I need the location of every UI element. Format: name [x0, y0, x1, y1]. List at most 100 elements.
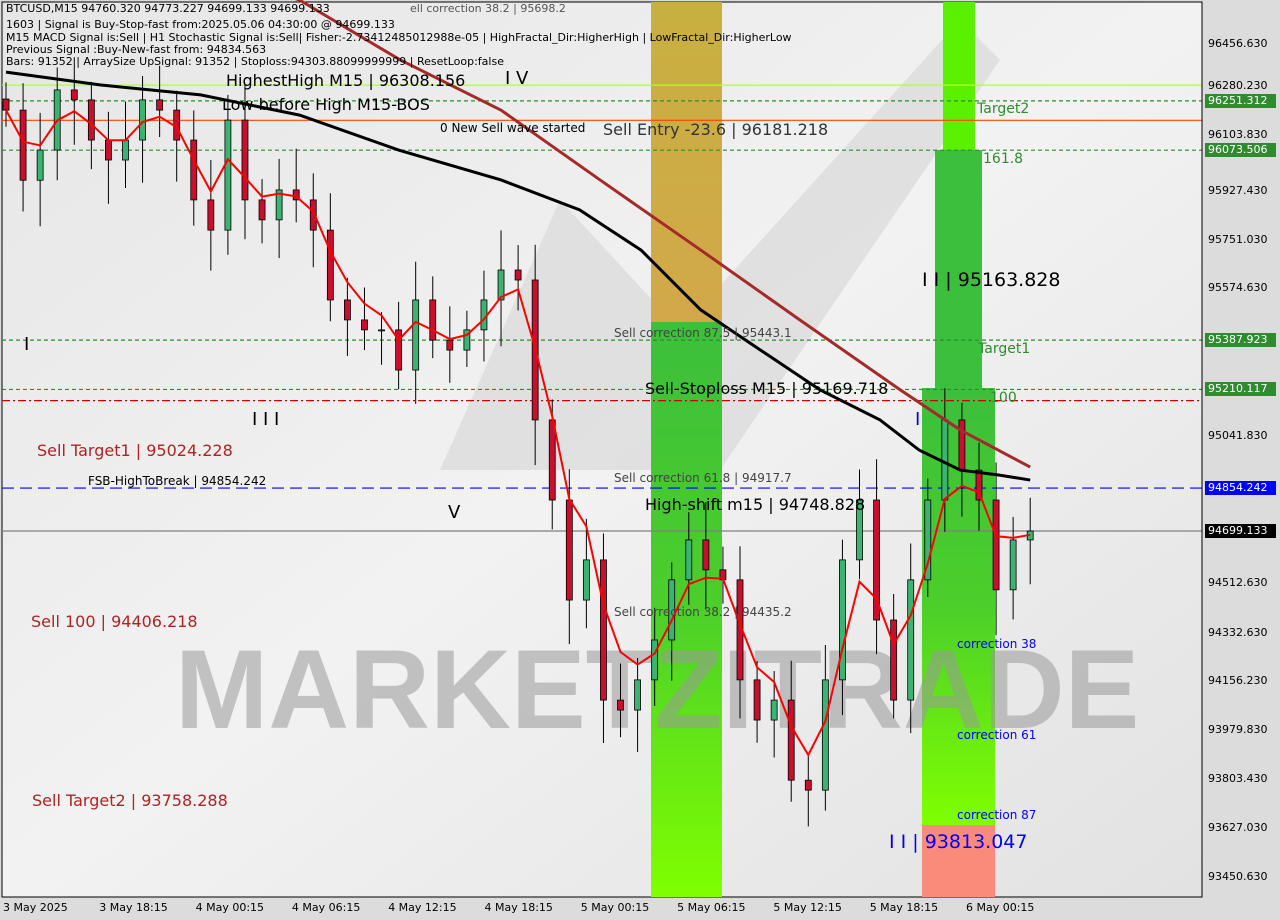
label-target1: Target1	[978, 341, 1031, 357]
candle-body	[634, 679, 641, 711]
price-tick: 94156.230	[1208, 674, 1268, 688]
candle-body	[753, 679, 761, 721]
price-tag: 94854.242	[1205, 481, 1276, 496]
candle-body	[548, 419, 556, 501]
candle-body	[992, 499, 1000, 591]
label-correction-38: correction 38	[957, 637, 1037, 651]
label-93813: I I | 93813.047	[889, 831, 1028, 853]
level-lines	[2, 84, 1202, 532]
watermark-logo-shape	[440, 20, 1000, 470]
info-signal: 1603 | Signal is Buy-Stop-fast from:2025…	[6, 18, 395, 31]
time-tick: 3 May 18:15	[99, 901, 168, 914]
band-orange	[651, 2, 722, 322]
candle-body	[326, 229, 334, 301]
candle-body	[685, 539, 693, 581]
candle-body	[207, 199, 215, 231]
label-new-sell-wave: 0 New Sell wave started	[440, 121, 586, 135]
time-tick: 4 May 12:15	[388, 901, 457, 914]
time-tick: 4 May 00:15	[195, 901, 265, 914]
candle-body	[975, 469, 983, 501]
candle-body	[395, 329, 403, 371]
price-tick: 95041.830	[1208, 429, 1268, 443]
candle-body	[19, 109, 27, 181]
candle-body	[804, 779, 812, 791]
candle-body	[412, 299, 420, 371]
candle-body	[105, 139, 112, 161]
candle-body	[582, 559, 590, 601]
label-sell-entry: Sell Entry -23.6 | 96181.218	[603, 120, 829, 139]
candle-body	[821, 679, 829, 791]
candle-body	[2, 98, 10, 111]
price-tick: 94332.630	[1208, 625, 1268, 639]
candle-body	[241, 119, 249, 201]
label-correction-61: correction 61	[957, 728, 1037, 742]
candle-body	[497, 269, 505, 301]
candle-body	[156, 99, 164, 111]
candle-body	[275, 189, 283, 221]
label-sell-100: Sell 100 | 94406.218	[31, 612, 198, 631]
label-highest-high: HighestHigh M15 | 96308.156	[226, 71, 466, 90]
band-salmon	[922, 825, 995, 897]
label-sell-corr-618: Sell correction 61.8 | 94917.7	[614, 471, 792, 485]
info-macd: M15 MACD Signal is:Sell | H1 Stochastic …	[6, 31, 792, 44]
label-95163: I I | 95163.828	[922, 269, 1061, 291]
candle-body	[446, 339, 454, 351]
candle-body	[924, 499, 932, 581]
candle-body	[890, 619, 898, 701]
wave-iii: I I I	[252, 409, 280, 430]
candle-body	[770, 699, 778, 721]
price-tick: 95751.030	[1208, 232, 1268, 246]
time-tick: 4 May 06:15	[291, 901, 361, 914]
signal-bands	[651, 2, 995, 897]
candle-body	[139, 99, 146, 141]
wave-i-blue: I	[915, 409, 921, 430]
band-green-top	[943, 2, 975, 150]
label-sell-corr-382: Sell correction 38.2 | 94435.2	[614, 605, 792, 619]
time-tick: 5 May 00:15	[580, 901, 650, 914]
candle-body	[343, 299, 351, 321]
price-tag: 95210.117	[1205, 382, 1276, 397]
candle-body	[361, 319, 368, 331]
candle-body	[787, 699, 795, 781]
time-tick: 6 May 00:15	[966, 901, 1035, 914]
price-tag: 96073.506	[1205, 143, 1276, 158]
candle-body	[958, 419, 966, 471]
label-correction-87: correction 87	[957, 808, 1037, 822]
info-previous: Previous Signal :Buy-New-fast from: 9483…	[6, 43, 267, 56]
candle-body	[617, 699, 624, 711]
candle-body	[190, 139, 198, 201]
wave-iv: I V	[505, 68, 529, 89]
label-sell-target1: Sell Target1 | 95024.228	[37, 441, 233, 460]
ma-red-line	[5, 109, 1031, 758]
candle-body	[36, 149, 44, 181]
price-tick: 93627.030	[1208, 821, 1268, 835]
candle-body	[651, 639, 659, 681]
label-fsb: FSB-HighToBreak | 94854.242	[88, 474, 267, 488]
candle-body	[122, 139, 129, 161]
band-green-2	[935, 150, 982, 388]
info-overlap: ell correction 38.2 | 95698.2	[410, 2, 566, 15]
price-tick: 94512.630	[1208, 575, 1268, 589]
candle-body	[309, 199, 317, 231]
candle-body	[70, 89, 78, 101]
candle-body	[292, 189, 300, 201]
label-fib-161: 161.8	[983, 151, 1024, 167]
candle-body	[702, 539, 710, 571]
candles	[2, 57, 1034, 827]
candle-body	[463, 329, 471, 351]
candle-body	[839, 559, 846, 681]
candle-body	[258, 199, 266, 221]
ma-brown-line	[294, 0, 1031, 469]
candle-body	[224, 119, 232, 231]
candle-body	[565, 499, 573, 601]
wave-i: I	[24, 334, 30, 355]
candle-body	[378, 329, 385, 332]
candle-body	[429, 299, 437, 341]
candle-body	[1009, 539, 1017, 591]
price-tick: 95574.630	[1208, 281, 1268, 295]
ma-black-line	[5, 70, 1031, 482]
label-sell-target2: Sell Target2 | 93758.288	[32, 791, 228, 810]
price-tick: 95927.430	[1208, 183, 1268, 197]
band-green-3	[922, 388, 995, 825]
